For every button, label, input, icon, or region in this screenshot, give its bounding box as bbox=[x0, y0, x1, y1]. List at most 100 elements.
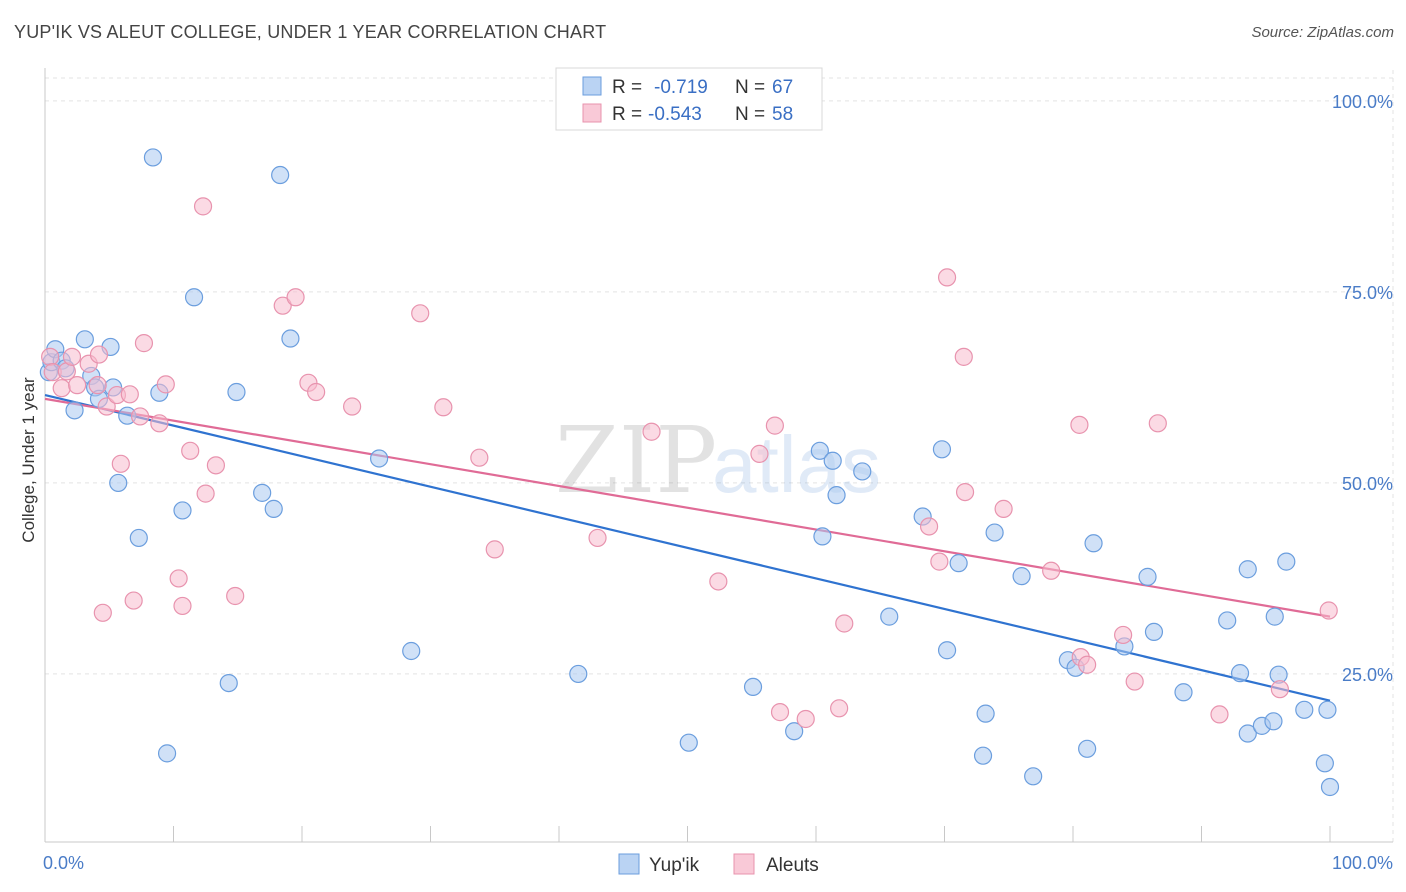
x-tick-label: 0.0% bbox=[43, 853, 84, 873]
tick-labels: 25.0% 50.0% 75.0% 100.0% 0.0% 100.0% bbox=[43, 92, 1393, 873]
data-point-yupik bbox=[823, 451, 842, 470]
correlation-legend: R = -0.719 N = 67 R = -0.543 N = 58 bbox=[555, 67, 823, 131]
data-point-yupik bbox=[1144, 622, 1164, 642]
data-point-yupik bbox=[1084, 534, 1103, 553]
series-legend-swatch-aleuts bbox=[733, 853, 755, 875]
data-point-yupik bbox=[1230, 664, 1250, 683]
data-point-aleuts bbox=[196, 484, 215, 503]
data-point-aleuts bbox=[955, 482, 975, 502]
data-point-yupik bbox=[813, 527, 832, 546]
data-point-aleuts bbox=[343, 397, 362, 416]
data-point-aleuts bbox=[770, 703, 790, 722]
source-credit: Source: ZipAtlas.com bbox=[1251, 24, 1394, 41]
data-point-aleuts bbox=[88, 376, 107, 395]
data-point-yupik bbox=[75, 330, 94, 349]
data-point-yupik bbox=[1320, 777, 1340, 797]
data-point-aleuts bbox=[642, 422, 661, 441]
data-point-yupik bbox=[932, 440, 952, 459]
data-point-yupik bbox=[1024, 767, 1043, 786]
data-point-aleuts bbox=[830, 699, 849, 718]
data-point-aleuts bbox=[937, 268, 957, 287]
data-point-aleuts bbox=[41, 347, 60, 366]
data-point-aleuts bbox=[1148, 414, 1167, 433]
data-point-aleuts bbox=[470, 448, 489, 467]
axes bbox=[44, 68, 1393, 843]
data-point-yupik bbox=[1295, 700, 1314, 719]
y-tick-label: 75.0% bbox=[1342, 283, 1393, 303]
x-tick-label: 100.0% bbox=[1332, 853, 1393, 873]
grid-lines bbox=[45, 70, 1394, 842]
data-point-aleuts bbox=[169, 569, 188, 588]
data-point-yupik bbox=[949, 554, 968, 573]
watermark: ZIP atlas bbox=[555, 407, 881, 514]
series-legend-swatch-yupik bbox=[618, 853, 640, 875]
data-point-yupik bbox=[976, 704, 995, 723]
data-point-yupik bbox=[827, 486, 846, 505]
watermark-zip: ZIP bbox=[555, 407, 717, 514]
data-point-yupik bbox=[785, 722, 804, 741]
data-point-yupik bbox=[370, 449, 389, 468]
data-point-aleuts bbox=[1125, 672, 1144, 691]
data-point-yupik bbox=[1012, 567, 1031, 586]
data-point-yupik bbox=[853, 462, 872, 481]
data-point-aleuts bbox=[89, 345, 109, 364]
legend-r-value-yupik: -0.719 bbox=[654, 77, 708, 98]
legend-swatch-yupik bbox=[582, 76, 602, 96]
data-point-aleuts bbox=[588, 528, 607, 548]
data-point-aleuts bbox=[226, 586, 245, 606]
data-point-aleuts bbox=[1210, 705, 1229, 724]
data-point-aleuts bbox=[134, 334, 154, 353]
data-point-aleuts bbox=[1078, 655, 1097, 674]
watermark-atlas: atlas bbox=[712, 420, 881, 509]
data-point-yupik bbox=[569, 664, 588, 684]
data-point-yupik bbox=[937, 641, 957, 660]
data-point-aleuts bbox=[765, 416, 784, 435]
data-point-yupik bbox=[109, 473, 128, 493]
chart-title: YUP'IK VS ALEUT COLLEGE, UNDER 1 YEAR CO… bbox=[14, 22, 607, 42]
series-legend: Yup'ik Aleuts bbox=[618, 853, 819, 876]
data-point-aleuts bbox=[173, 596, 192, 616]
data-point-aleuts bbox=[206, 456, 226, 475]
data-point-yupik bbox=[1265, 607, 1284, 626]
data-point-aleuts bbox=[1070, 415, 1089, 434]
data-point-aleuts bbox=[93, 603, 112, 622]
legend-n-label-yupik: N = bbox=[735, 77, 765, 98]
data-point-aleuts bbox=[97, 397, 116, 416]
data-point-aleuts bbox=[1114, 625, 1133, 645]
legend-r-label-aleuts: R = bbox=[612, 104, 642, 125]
data-point-aleuts bbox=[150, 414, 169, 433]
data-point-aleuts bbox=[124, 591, 143, 610]
data-point-aleuts bbox=[434, 398, 453, 417]
legend-r-value-aleuts: -0.543 bbox=[648, 104, 702, 125]
data-point-aleuts bbox=[954, 347, 973, 366]
data-point-yupik bbox=[129, 528, 148, 548]
legend-n-value-aleuts: 58 bbox=[772, 104, 793, 125]
data-point-aleuts bbox=[796, 709, 815, 729]
data-point-yupik bbox=[973, 746, 993, 765]
y-axis-label: College, Under 1 year bbox=[19, 377, 38, 543]
y-tick-label: 100.0% bbox=[1332, 92, 1393, 112]
data-point-yupik bbox=[1238, 560, 1257, 579]
data-point-aleuts bbox=[835, 614, 854, 633]
data-point-yupik bbox=[402, 641, 421, 661]
data-point-yupik bbox=[985, 523, 1004, 542]
data-point-yupik bbox=[810, 441, 829, 460]
data-point-aleuts bbox=[930, 552, 949, 571]
legend-n-value-yupik: 67 bbox=[772, 77, 793, 98]
data-point-yupik bbox=[1138, 567, 1157, 586]
data-point-aleuts bbox=[286, 288, 305, 307]
data-point-aleuts bbox=[411, 304, 430, 323]
legend-n-label-aleuts: N = bbox=[735, 104, 765, 125]
data-point-yupik bbox=[264, 499, 283, 518]
data-point-yupik bbox=[157, 744, 177, 763]
data-point-aleuts bbox=[273, 296, 292, 315]
data-point-yupik bbox=[1174, 683, 1193, 702]
data-point-aleuts bbox=[193, 197, 213, 216]
series-legend-label-yupik: Yup'ik bbox=[649, 855, 700, 876]
data-point-aleuts bbox=[485, 540, 504, 559]
trend-line-yupik bbox=[44, 393, 1331, 702]
data-point-aleuts bbox=[1270, 680, 1289, 699]
data-point-yupik bbox=[143, 148, 163, 167]
data-point-aleuts bbox=[130, 407, 150, 426]
